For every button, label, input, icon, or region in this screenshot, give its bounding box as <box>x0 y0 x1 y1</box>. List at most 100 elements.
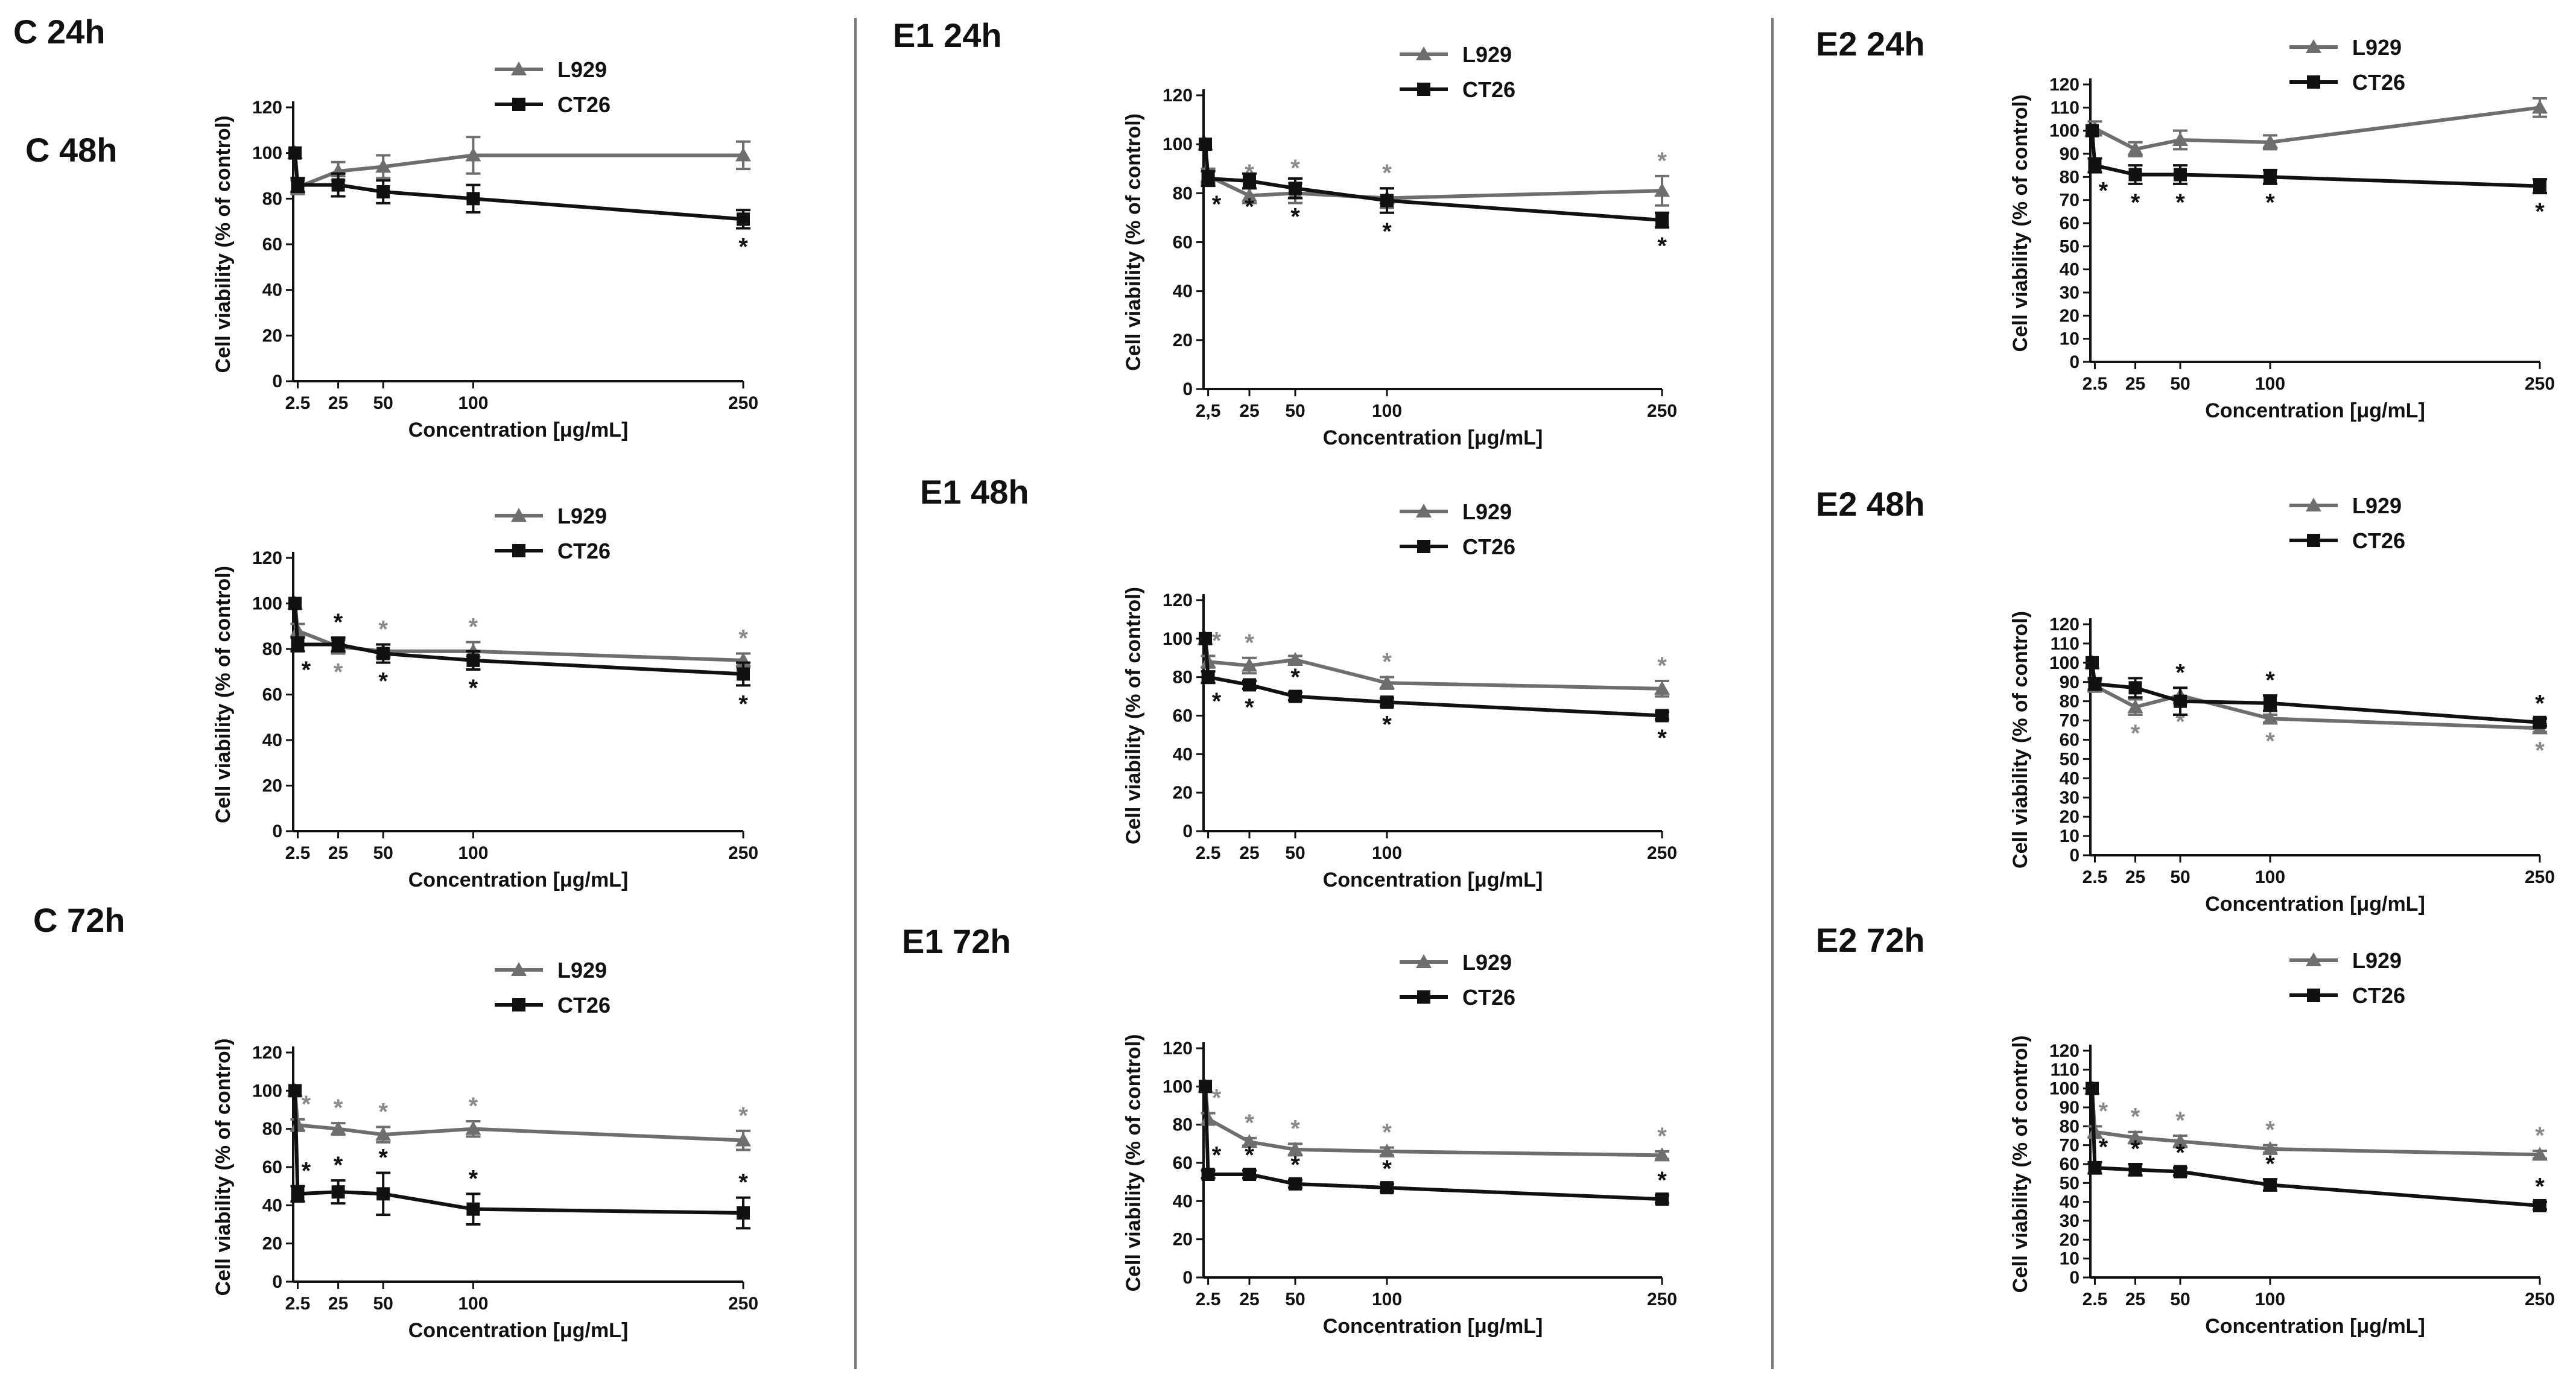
panel-title: E1 72h <box>902 922 1011 960</box>
significance-star: * <box>2175 659 2185 686</box>
y-tick-label: 20 <box>2060 807 2080 827</box>
significance-star: * <box>2175 1107 2185 1134</box>
series-ct26: * * * * * <box>1199 138 1669 259</box>
y-tick-label: 30 <box>2060 1211 2080 1231</box>
legend-entry-ct26: CT26 <box>495 539 611 563</box>
data-point-square <box>291 1187 305 1201</box>
series-l929 <box>2084 97 2548 157</box>
data-point-square <box>1199 631 1213 645</box>
y-tick-label: 90 <box>2060 144 2080 164</box>
y-tick-label: 0 <box>272 1272 282 1292</box>
x-tick-label: 50 <box>373 843 393 863</box>
legend-entry-l929: L929 <box>495 958 607 983</box>
significance-star: * <box>1382 649 1392 676</box>
significance-star: * <box>2535 690 2545 717</box>
x-tick-label: 25 <box>1239 843 1259 863</box>
y-tick-label: 10 <box>2060 1249 2080 1269</box>
y-tick-label: 120 <box>252 1043 282 1063</box>
y-tick-label: 120 <box>1163 1039 1193 1059</box>
data-point-triangle <box>1242 188 1257 202</box>
legend-marker-square <box>2307 534 2320 547</box>
legend-entry-l929: L929 <box>2289 948 2402 973</box>
series-line <box>293 603 744 676</box>
y-tick-label: 60 <box>1173 1153 1193 1173</box>
significance-star: * <box>1212 628 1222 654</box>
data-point-square <box>1655 1192 1669 1206</box>
data-point-triangle <box>2262 134 2278 148</box>
panel-title: E2 72h <box>1816 921 1925 959</box>
x-tick-label: 250 <box>2525 867 2555 887</box>
data-point-square <box>291 178 305 192</box>
data-point-triangle <box>1379 675 1395 689</box>
legend-entry-l929: L929 <box>1400 42 1512 67</box>
y-tick-label: 40 <box>2060 260 2080 280</box>
y-tick-label: 20 <box>2060 306 2080 326</box>
data-point-square <box>1199 1080 1213 1094</box>
y-tick-label: 60 <box>2060 214 2080 233</box>
y-tick-label: 120 <box>1163 590 1193 610</box>
series-ct26: * * * * * <box>288 1084 750 1230</box>
legend-entry-ct26: CT26 <box>495 993 611 1018</box>
data-point-triangle <box>1654 1147 1670 1162</box>
series-line <box>293 1090 744 1215</box>
significance-star: * <box>1657 233 1667 259</box>
legend-marker-square <box>2307 989 2320 1002</box>
data-point-triangle <box>290 1117 306 1132</box>
y-tick-label: 50 <box>2060 236 2080 256</box>
significance-star: * <box>738 625 748 652</box>
data-point-square <box>1289 689 1302 703</box>
data-point-square <box>376 1187 390 1201</box>
y-tick-label: 0 <box>1182 379 1193 399</box>
y-tick-label: 30 <box>2060 788 2080 808</box>
x-tick-label: 2.5 <box>285 393 311 413</box>
y-tick-label: 60 <box>2060 1154 2080 1174</box>
y-tick-label: 100 <box>1163 629 1193 649</box>
legend-marker-triangle <box>2306 39 2321 53</box>
y-tick-label: 100 <box>2049 653 2080 673</box>
significance-star: * <box>1212 1142 1222 1169</box>
y-tick-label: 110 <box>2051 1060 2080 1080</box>
significance-star: * <box>1657 1167 1667 1194</box>
significance-star: * <box>1657 1123 1667 1150</box>
significance-star: * <box>2131 189 2140 216</box>
x-axis-label: Concentration [μg/mL] <box>1323 1315 1543 1338</box>
significance-star: * <box>1245 630 1254 656</box>
panel-e1-24h: E1 24h 0 20 40 60 80 100 120 2,5 25 50 100 250 Concen… <box>893 16 1677 449</box>
legend-marker-square <box>512 544 525 557</box>
significance-star: * <box>1657 653 1667 679</box>
y-tick-label: 40 <box>262 1195 282 1215</box>
data-point-square <box>288 597 302 610</box>
significance-star: * <box>1245 1142 1254 1169</box>
data-point-square <box>2085 1081 2099 1095</box>
legend-marker-triangle <box>2306 498 2321 511</box>
panel-e1-72h: E1 72h 0 20 40 60 80 100 120 2.5 25 50 100 250 Concen… <box>902 922 1677 1338</box>
x-tick-label: 100 <box>2255 1290 2285 1309</box>
significance-star: * <box>334 659 343 686</box>
y-tick-label: 60 <box>2060 730 2080 750</box>
significance-star: * <box>469 1165 478 1192</box>
significance-star: * <box>378 668 388 695</box>
x-tick-label: 100 <box>458 393 488 413</box>
significance-star: * <box>469 614 478 641</box>
y-tick-label: 90 <box>2060 673 2080 692</box>
y-tick-label: 60 <box>262 235 282 255</box>
y-tick-label: 40 <box>2060 768 2080 788</box>
x-tick-label: 250 <box>2525 1290 2555 1309</box>
data-point-square <box>1655 709 1669 723</box>
y-tick-label: 100 <box>252 144 282 163</box>
data-point-square <box>2085 124 2099 138</box>
data-point-square <box>2533 179 2546 193</box>
significance-star: * <box>2131 720 2140 747</box>
data-point-triangle <box>2172 1133 2188 1148</box>
y-tick-label: 40 <box>1173 744 1193 764</box>
y-tick-label: 60 <box>1173 233 1193 253</box>
data-point-triangle <box>2127 141 2143 156</box>
significance-star: * <box>1290 203 1300 230</box>
y-tick-label: 80 <box>262 1119 282 1139</box>
x-tick-label: 250 <box>1647 401 1677 421</box>
legend-marker-square <box>1417 990 1430 1004</box>
y-tick-label: 80 <box>2060 692 2080 712</box>
data-point-square <box>376 647 390 660</box>
x-tick-label: 25 <box>328 393 348 413</box>
